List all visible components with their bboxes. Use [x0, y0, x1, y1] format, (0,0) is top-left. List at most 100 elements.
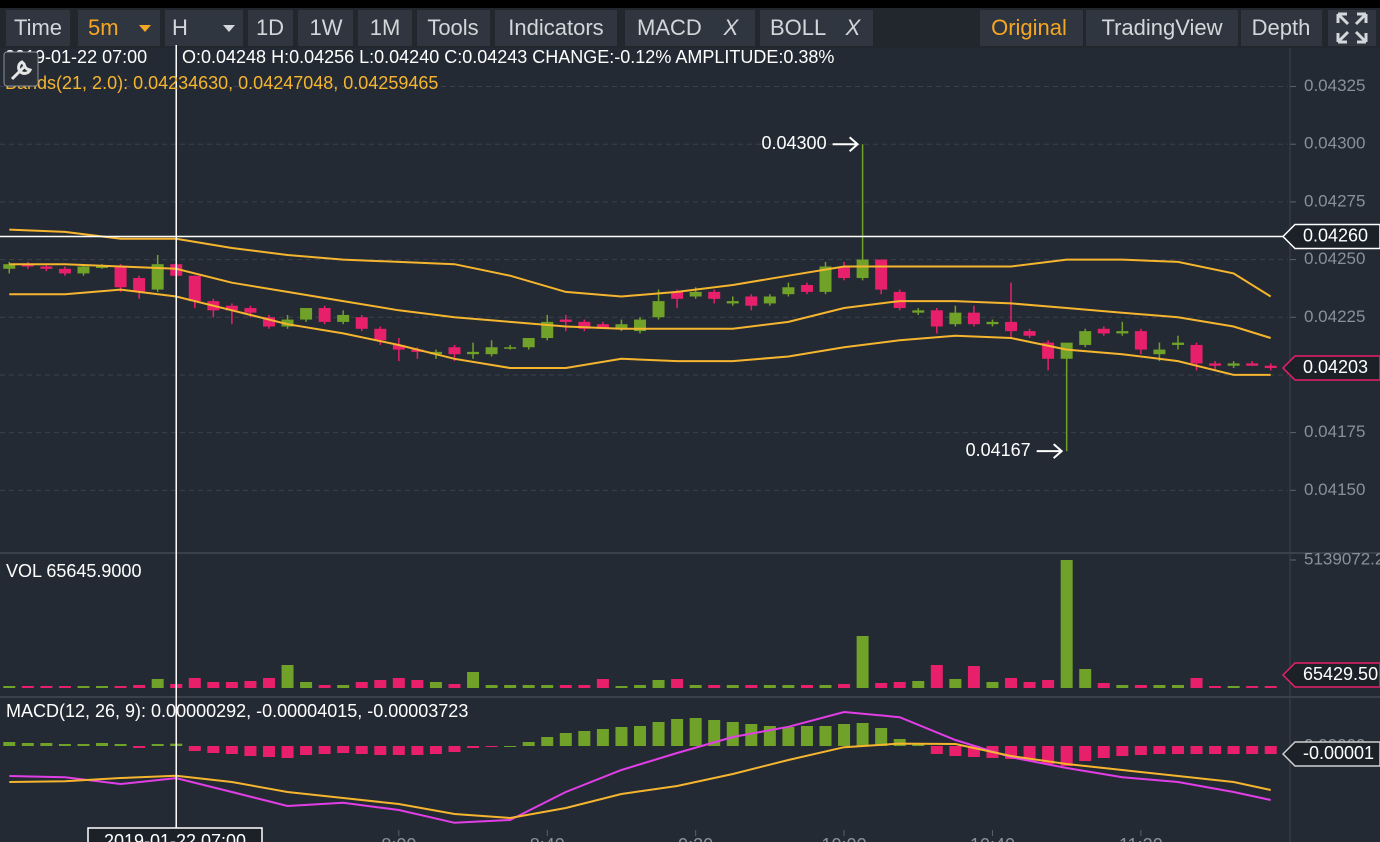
interval-dropdown[interactable]: 5m: [78, 10, 160, 46]
candle-body: [300, 308, 313, 320]
macd-histogram-bar: [745, 724, 758, 746]
original-button[interactable]: Original: [980, 10, 1083, 46]
macd-indicator[interactable]: MACD X: [625, 10, 755, 46]
volume-bar: [1116, 685, 1129, 688]
macd-histogram-bar: [967, 746, 980, 757]
1w-button[interactable]: 1W: [298, 10, 353, 46]
candle-body: [1190, 344, 1203, 364]
candle-body: [355, 317, 368, 329]
candle-body: [77, 266, 90, 274]
band-line: [9, 263, 1271, 339]
macd-histogram-bar: [429, 746, 442, 754]
candle-body: [689, 291, 702, 297]
macd-histogram-bar: [652, 722, 665, 746]
candle-body: [708, 291, 721, 299]
macd-histogram-bar: [1023, 746, 1036, 761]
macd-histogram-bar: [912, 744, 925, 746]
volume-bar: [374, 680, 387, 688]
crosshair-price-tag: 0.04260: [1303, 225, 1368, 245]
candle-body: [114, 266, 127, 288]
volume-bar: [3, 686, 16, 688]
volume-bar: [244, 681, 257, 688]
macd-histogram-bar: [800, 726, 813, 746]
candle-body: [1134, 331, 1147, 350]
tradingview-button[interactable]: TradingView: [1086, 10, 1238, 46]
candle-body: [615, 324, 628, 329]
1m-button[interactable]: 1M: [358, 10, 412, 46]
time-button[interactable]: Time: [6, 10, 70, 46]
button-label: Original: [991, 15, 1067, 40]
macd-histogram-bar: [1246, 746, 1259, 754]
x-tick-label: 10:40: [970, 835, 1015, 842]
y-tick-label: 0.04250: [1304, 249, 1365, 268]
volume-bar: [782, 685, 795, 688]
indicator-close[interactable]: X: [723, 15, 740, 40]
volume-bar: [1097, 682, 1110, 688]
band-line: [9, 228, 1272, 298]
macd-line: [9, 710, 1271, 824]
candle-body: [967, 312, 980, 325]
button-label: Depth: [1252, 15, 1311, 40]
settings-button[interactable]: [3, 51, 39, 87]
macd-histogram-bar: [1209, 746, 1222, 754]
crosshair-time-box: [87, 827, 263, 842]
x-tick-label: 8:40: [530, 835, 565, 842]
volume-bar: [819, 685, 832, 688]
volume-bar: [96, 686, 109, 688]
fullscreen-button[interactable]: [1328, 10, 1376, 46]
volume-bar: [392, 677, 405, 688]
tools-button[interactable]: Tools: [417, 10, 490, 46]
candle-body: [819, 266, 832, 292]
button-label: 1W: [310, 15, 343, 40]
macd-histogram-bar: [708, 720, 721, 746]
button-label: Time: [14, 15, 62, 40]
macd-histogram-bar: [671, 719, 684, 746]
volume-bar: [1005, 677, 1018, 688]
volume-bar: [689, 685, 702, 688]
depth-button[interactable]: Depth: [1241, 10, 1322, 46]
macd-histogram-bar: [207, 746, 220, 753]
macd-histogram-bar: [77, 744, 90, 746]
macd-histogram-bar: [1264, 746, 1277, 754]
candle-body: [930, 310, 943, 327]
x-tick-label: 11:20: [1119, 835, 1163, 842]
macd-histogram-bar: [374, 746, 387, 755]
macd-histogram-bar: [1171, 746, 1184, 754]
macd-histogram-bar: [893, 739, 906, 746]
macd-title: MACD(12, 26, 9): 0.00000292, -0.00004015…: [6, 701, 468, 721]
volume-bar: [578, 685, 591, 688]
macd-histogram-bar: [1134, 746, 1147, 755]
macd-histogram-bar: [1079, 746, 1092, 761]
indicators-button[interactable]: Indicators: [495, 10, 617, 46]
indicator-close[interactable]: X: [845, 15, 862, 40]
candle-body: [374, 328, 387, 341]
candle-body: [337, 314, 350, 322]
volume-bar: [1246, 686, 1259, 688]
volume-bar: [337, 685, 350, 688]
candle-body: [1060, 342, 1073, 359]
volume-bar: [949, 679, 962, 688]
1d-button[interactable]: 1D: [248, 10, 293, 46]
volume-bar: [1042, 680, 1055, 688]
volume-bar: [355, 681, 368, 688]
y-tick-label: 5139072.20: [1304, 549, 1380, 568]
candle-body: [578, 321, 591, 329]
candle-body: [1153, 349, 1166, 355]
volume-bar: [986, 681, 999, 688]
volume-bar: [856, 635, 869, 688]
volume-bar: [1264, 686, 1277, 688]
macd-histogram-bar: [188, 746, 201, 751]
candle-body: [671, 291, 684, 299]
macd-histogram-bar: [225, 746, 238, 754]
boll-indicator[interactable]: BOLL X: [760, 10, 873, 46]
chart-type-dropdown[interactable]: H: [165, 10, 243, 46]
volume-bar: [763, 685, 776, 688]
volume-bar: [225, 681, 238, 688]
volume-bar: [1023, 681, 1036, 688]
candle-body: [912, 310, 925, 313]
fullscreen-icon: [1336, 12, 1368, 44]
volume-title: VOL 65645.9000: [6, 561, 141, 581]
candle-body: [58, 268, 71, 274]
